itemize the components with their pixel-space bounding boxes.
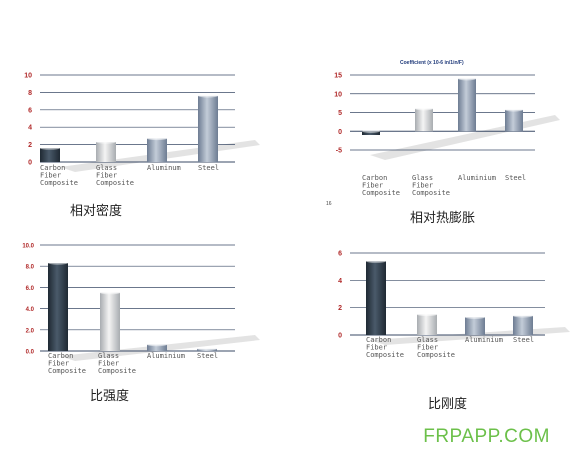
- y-tick-label: 10: [24, 73, 32, 80]
- y-tick-label: -5: [336, 148, 342, 155]
- bar-aluminium: [147, 343, 167, 351]
- y-tick-label: 2: [338, 305, 342, 312]
- category-label: Steel: [505, 174, 526, 182]
- y-tick-label: 6: [338, 251, 342, 258]
- chart-subtitle: Coefficient (x 10-6 in/1in/F): [400, 60, 464, 66]
- chart-svg: 15 10 5 0 -5 Carbon Fiber Composite Glass Fiber Co…: [334, 60, 560, 197]
- bar-carbon: [366, 259, 386, 335]
- y-tick-label: 4: [338, 278, 342, 285]
- category-label: Glass Fiber Composite: [98, 352, 136, 375]
- chart-svg: 10.0 8.0 6.0 4.0 2.0 0.0 Carbon Fiber Composite G…: [22, 244, 260, 375]
- category-label: Steel: [198, 164, 219, 172]
- y-tick-label: 0.0: [26, 350, 35, 356]
- bar-aluminium: [147, 136, 167, 162]
- bar-glass: [100, 291, 120, 351]
- y-tick-label: 10.0: [22, 244, 34, 250]
- chart-panel-density: 10 8 6 4 2 0 Carbon Fiber Composite Glass Fiber Com…: [10, 60, 280, 225]
- bar-steel: [197, 347, 217, 351]
- chart-svg: 10 8 6 4 2 0 Carbon Fiber Composite Glass Fiber Com…: [24, 73, 260, 187]
- bar-steel: [198, 94, 218, 162]
- category-label: Steel: [197, 352, 218, 360]
- chart-title: 比刚度: [428, 397, 468, 412]
- y-tick-label: 6.0: [26, 286, 35, 292]
- bar-aluminium: [465, 315, 485, 335]
- y-tick-label: 10: [334, 91, 342, 98]
- chart-panel-specific-stiffness: 6 4 2 0 Carbon Fiber Composite Glass Fiber Compos…: [320, 245, 570, 412]
- y-tick-label: 5: [338, 110, 342, 117]
- chart-panel-thermal-expansion: 15 10 5 0 -5 Carbon Fiber Composite Glass Fiber Co…: [320, 55, 570, 226]
- y-tick-label: 4: [28, 125, 32, 132]
- chart-title: 相对密度: [70, 204, 123, 219]
- category-label: Carbon Fiber Composite: [40, 164, 78, 187]
- category-label: Carbon Fiber Composite: [366, 336, 404, 359]
- category-label: Aluminium: [147, 352, 185, 360]
- chart-title: 相对热膨胀: [410, 211, 476, 226]
- bar-carbon: [40, 146, 60, 162]
- y-tick-label: 0: [338, 129, 342, 136]
- category-label: Glass Fiber Composite: [96, 164, 134, 187]
- category-label: Aluminum: [147, 164, 181, 172]
- category-label: Steel: [513, 336, 534, 344]
- category-label: Carbon Fiber Composite: [48, 352, 86, 375]
- watermark-text: FRPAPP.COM: [423, 426, 550, 447]
- bar-glass: [96, 140, 116, 162]
- bar-glass: [417, 312, 437, 335]
- chart-title: 比强度: [90, 389, 130, 404]
- chart-panel-specific-strength: 10.0 8.0 6.0 4.0 2.0 0.0 Carbon Fiber Composite G…: [10, 240, 280, 404]
- y-tick-label: 4.0: [26, 307, 35, 313]
- category-label: Aluminium: [465, 336, 503, 344]
- stray-page-mark: 16: [326, 201, 332, 207]
- bar-carbon: [48, 261, 68, 351]
- y-tick-label: 2.0: [26, 328, 35, 334]
- bar-aluminium: [458, 77, 476, 132]
- y-tick-label: 0: [28, 160, 32, 167]
- bar-glass: [415, 107, 433, 132]
- chart-svg: 6 4 2 0 Carbon Fiber Composite Glass Fiber Compos…: [338, 251, 570, 359]
- category-label: Carbon Fiber Composite: [362, 174, 400, 197]
- category-label: Glass Fiber Composite: [417, 336, 455, 359]
- y-tick-label: 2: [28, 142, 32, 149]
- category-label: Glass Fiber Composite: [412, 174, 450, 197]
- bar-steel: [505, 108, 523, 132]
- bar-carbon: [362, 129, 380, 135]
- y-tick-label: 15: [334, 73, 342, 80]
- y-tick-label: 8.0: [26, 265, 35, 271]
- bar-steel: [513, 314, 533, 335]
- y-tick-label: 0: [338, 333, 342, 340]
- y-tick-label: 6: [28, 107, 32, 114]
- category-label: Aluminium: [458, 174, 496, 182]
- y-tick-label: 8: [28, 90, 32, 97]
